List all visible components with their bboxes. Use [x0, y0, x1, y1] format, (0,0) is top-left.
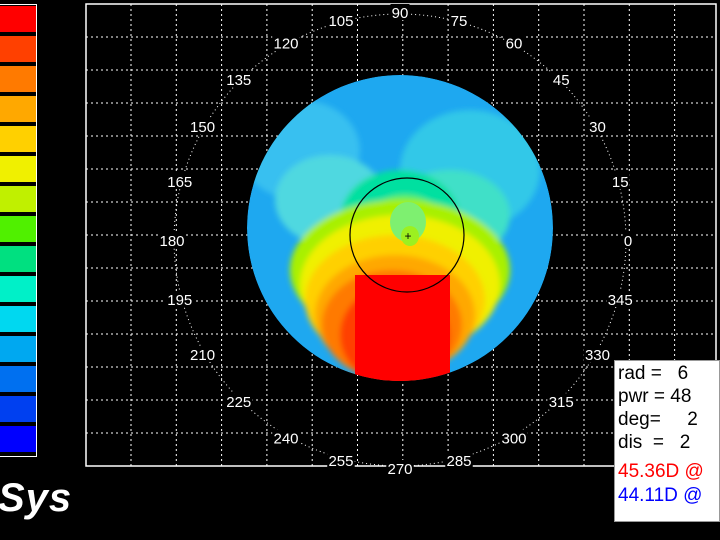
axis-label: 225 [226, 394, 251, 411]
legend-swatch [0, 396, 36, 422]
axis-label: 240 [273, 430, 298, 447]
axis-label-backing [583, 346, 612, 362]
axis-label: 165 [167, 174, 192, 191]
axis-label: 15 [612, 174, 629, 191]
axis-label-backing [225, 393, 253, 410]
axis-label-backing [500, 429, 528, 446]
legend-swatch [0, 6, 36, 32]
legend-swatch [0, 336, 36, 362]
axis-label-backing [272, 34, 300, 51]
axis-label: 120 [273, 36, 298, 53]
legend-swatch [0, 426, 36, 452]
legend-swatch [0, 156, 36, 182]
brand-logo-text: Sys [0, 476, 73, 520]
legend-swatch [0, 96, 36, 122]
rad-readout: rad = 6 [618, 363, 689, 384]
axis-label: 105 [328, 13, 353, 30]
axis-label-backing [166, 291, 194, 308]
axis-label-backing [547, 393, 575, 410]
dis-readout: dis = 2 [618, 432, 691, 453]
axis-label-backing [390, 4, 410, 20]
axis-label-backing [622, 232, 634, 248]
axis-label-backing [225, 70, 253, 87]
axis-label: 180 [159, 233, 184, 250]
pupil-reference-circle [349, 177, 465, 293]
axis-label: 75 [451, 13, 468, 30]
axis-label: 315 [549, 394, 574, 411]
axis-label-backing [188, 118, 217, 134]
axis-label: 195 [167, 292, 192, 309]
axis-label-backing [449, 11, 469, 28]
axis-label-backing [327, 452, 355, 469]
steep-k-readout: 45.36D @ [618, 461, 704, 482]
axis-label: 255 [328, 453, 353, 470]
axis-label-backing [327, 11, 355, 28]
corneal-color-map [247, 75, 553, 381]
legend-swatch [0, 366, 36, 392]
pwr-readout: pwr = 48 [618, 386, 692, 407]
axis-label: 285 [446, 453, 471, 470]
axis-label: 210 [190, 347, 215, 364]
flat-k-readout: 44.11D @ [618, 485, 703, 506]
axis-label-backing [445, 452, 473, 469]
axis-label: 45 [553, 72, 570, 89]
axis-label-backing [158, 232, 186, 248]
measurement-readout-panel: rad = 6 pwr = 48 deg= 2 dis = 2 45.36D @… [614, 360, 720, 522]
center-marker: + [404, 229, 411, 243]
legend-swatch [0, 126, 36, 152]
legend-swatch [0, 36, 36, 62]
axis-label: 300 [501, 430, 526, 447]
axis-label: 90 [392, 5, 409, 22]
axis-label-backing [188, 346, 217, 362]
axis-label: 0 [624, 233, 632, 250]
axis-label-backing [606, 291, 634, 308]
deg-readout: deg= 2 [618, 409, 698, 430]
color-scale-legend [0, 4, 37, 457]
axis-label-backing [610, 172, 630, 189]
axis-degree-labels: 0 15 30 45 60 75 90 105 120 135 150 165 180 195 210 225… [158, 4, 634, 478]
legend-swatch [0, 246, 36, 272]
legend-swatch [0, 276, 36, 302]
axis-label: 270 [387, 461, 412, 478]
legend-swatch [0, 66, 36, 92]
axis-label: 345 [608, 292, 633, 309]
axis-label: 60 [506, 36, 523, 53]
axis-label-backing [386, 460, 414, 476]
legend-swatch [0, 306, 36, 332]
axis-label: 30 [589, 119, 606, 136]
axis-label-backing [551, 70, 571, 87]
axis-label-backing [166, 172, 194, 189]
legend-swatch [0, 216, 36, 242]
axis-label-backing [587, 118, 607, 134]
axis-label: 150 [190, 119, 215, 136]
axis-label-backing [272, 429, 300, 446]
axis-label: 330 [585, 347, 610, 364]
axis-label: 135 [226, 72, 251, 89]
legend-swatch [0, 186, 36, 212]
axis-label-backing [504, 34, 524, 51]
